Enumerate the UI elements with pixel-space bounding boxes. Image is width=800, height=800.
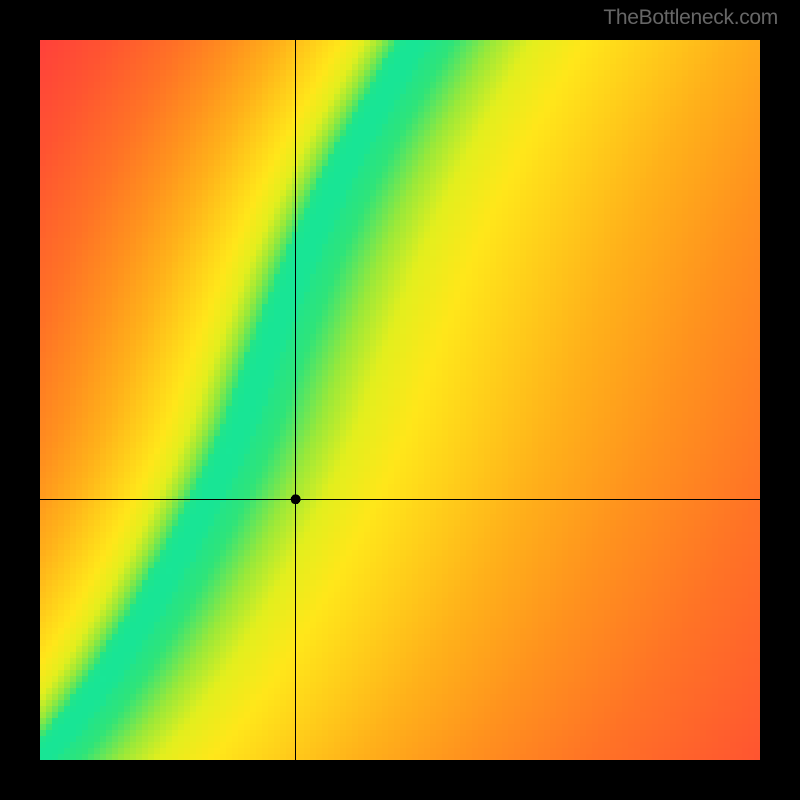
- bottleneck-heatmap: [40, 40, 760, 760]
- heatmap-cells: [40, 40, 760, 760]
- credit-text: TheBottleneck.com: [603, 6, 778, 30]
